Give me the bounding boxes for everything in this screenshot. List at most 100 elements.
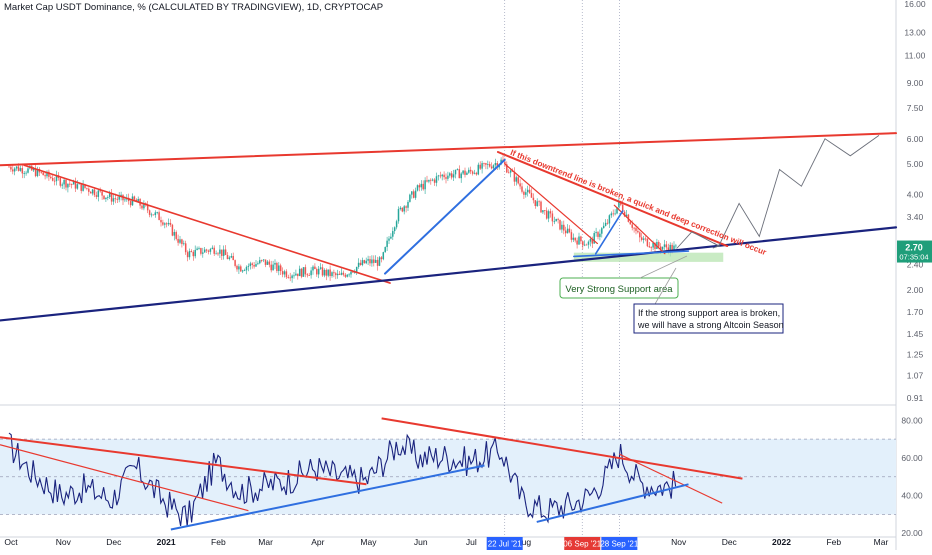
candle-body	[72, 180, 75, 185]
candle-body	[361, 260, 364, 266]
candle-body	[317, 268, 320, 275]
candle-body	[302, 267, 305, 277]
price-tick-label: 9.00	[907, 78, 924, 88]
candle-body	[342, 272, 345, 275]
candle-body	[506, 164, 508, 173]
candle-body	[209, 248, 212, 252]
candle-body	[380, 257, 383, 260]
candle-body	[238, 266, 240, 270]
candle-body	[232, 256, 234, 261]
candle-body	[264, 259, 267, 265]
candle-body	[409, 194, 411, 202]
candle-body	[671, 244, 673, 251]
candle-body	[625, 214, 628, 217]
candle-body	[338, 273, 341, 275]
candle-body	[129, 201, 132, 206]
candle-body	[430, 179, 432, 181]
candle-body	[392, 231, 394, 237]
candle-body	[42, 172, 44, 176]
time-tick-label: Feb	[211, 537, 226, 547]
candle-body	[582, 241, 584, 246]
candle-body	[532, 197, 535, 201]
date-badge-sep28-label: 28 Sep '21	[600, 540, 639, 549]
candle-body	[74, 180, 77, 189]
candle-body	[23, 173, 25, 174]
candle-body	[240, 266, 242, 272]
candle-body	[260, 260, 263, 261]
candle-body	[196, 248, 198, 250]
candle-body	[553, 221, 556, 223]
candle-body	[169, 222, 172, 225]
downtrend-line-2021	[496, 151, 729, 248]
candle-body	[635, 228, 637, 231]
candle-body	[517, 177, 519, 184]
price-badge	[897, 240, 932, 263]
candle-body	[443, 174, 445, 178]
uptrend-line-blue	[383, 158, 506, 275]
candle-body	[336, 273, 339, 276]
candle-body	[433, 179, 436, 183]
candle-body	[574, 237, 576, 241]
time-tick-label: 2021	[157, 537, 176, 547]
small-uptrend-line	[594, 210, 624, 255]
candle-body	[114, 198, 117, 200]
candle-body	[640, 237, 643, 240]
candle-body	[211, 247, 214, 249]
short-downtrend-line	[613, 204, 666, 255]
support-label-connector	[639, 255, 688, 279]
candle-body	[344, 274, 347, 277]
candle-body	[487, 164, 489, 165]
candle-body	[363, 260, 366, 264]
candle-body	[663, 244, 666, 247]
date-badge-jul22-label: 22 Jul '21	[488, 540, 523, 549]
candle-body	[384, 247, 386, 253]
candle-body	[316, 269, 318, 275]
candle-body	[213, 247, 215, 254]
candle-body	[19, 168, 22, 171]
candle-body	[401, 207, 404, 212]
candle-body	[477, 164, 480, 175]
candle-body	[414, 190, 417, 198]
candle-body	[534, 200, 537, 206]
candle-body	[241, 270, 244, 272]
candle-body	[540, 201, 542, 213]
candle-body	[481, 163, 483, 169]
candle-body	[580, 236, 582, 242]
candle-body	[456, 169, 459, 170]
candle-body	[452, 174, 455, 178]
rsi-tick-label: 60.00	[901, 453, 923, 463]
candle-body	[405, 206, 407, 208]
candle-body	[650, 247, 652, 249]
candle-body	[67, 183, 69, 188]
candle-body	[44, 175, 46, 177]
candle-body	[21, 168, 24, 174]
candle-body	[51, 177, 54, 181]
candle-body	[10, 166, 12, 170]
candle-body	[245, 266, 248, 271]
candle-body	[526, 189, 529, 193]
candle-body	[50, 176, 52, 178]
candle-body	[97, 190, 100, 197]
candle-body	[431, 179, 434, 181]
candle-body	[576, 240, 578, 245]
candle-body	[287, 277, 290, 278]
candle-body	[551, 213, 554, 222]
candle-body	[447, 175, 449, 179]
candle-body	[333, 272, 335, 274]
candle-body	[162, 222, 164, 225]
candle-body	[578, 236, 580, 245]
price-tick-label: 2.00	[907, 285, 924, 295]
candle-body	[188, 251, 191, 258]
support-zone	[573, 252, 724, 262]
candle-body	[228, 257, 231, 260]
candle-body	[205, 249, 208, 251]
candle-body	[202, 252, 204, 254]
candle-body	[399, 207, 402, 210]
candle-body	[488, 164, 491, 167]
candle-body	[473, 172, 476, 174]
candle-body	[314, 266, 316, 270]
candle-body	[525, 192, 527, 195]
candle-body	[602, 225, 605, 229]
rsi-downtrend-2	[0, 444, 249, 512]
candle-body	[91, 189, 94, 194]
